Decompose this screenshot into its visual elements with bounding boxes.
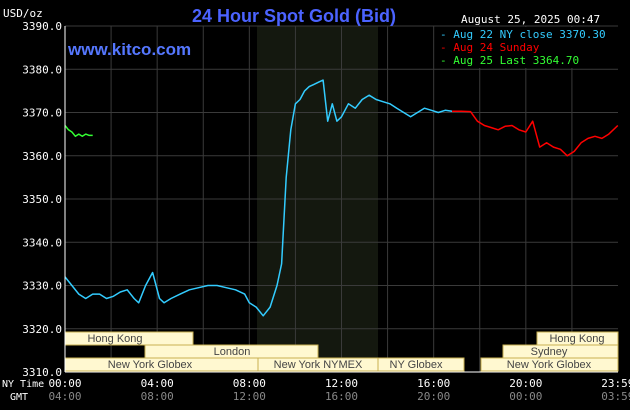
- session-ny-globex-mid: [377, 357, 465, 372]
- legend-item: - Aug 24 Sunday: [440, 41, 540, 54]
- y-tick-labels: 3390.0 3380.0 3370.0 3360.0 3350.0 3340.0 3330…: [22, 20, 62, 379]
- y-tick-label: 3340.0: [22, 236, 62, 249]
- x-tick-label-gmt: 04:00: [48, 390, 81, 403]
- legend: - Aug 22 NY close 3370.30- Aug 24 Sunday…: [440, 28, 606, 67]
- x-tick-label-ny: 20:00: [509, 377, 542, 390]
- unit-label: USD/oz: [3, 7, 43, 20]
- x-tick-label-gmt: 08:00: [141, 390, 174, 403]
- ny-time-label: NY Time: [2, 379, 44, 390]
- x-tick-label-gmt: 03:59: [601, 390, 630, 403]
- x-tick-label-gmt: 00:00: [509, 390, 542, 403]
- gridlines: [65, 25, 618, 372]
- x-tick-label-gmt: 20:00: [417, 390, 450, 403]
- y-tick-label: 3380.0: [22, 63, 62, 76]
- y-tick-label: 3370.0: [22, 107, 62, 120]
- session-ny-nymex-label: New York NYMEX: [274, 359, 363, 371]
- x-tick-label-gmt: 16:00: [325, 390, 358, 403]
- legend-item: - Aug 22 NY close 3370.30: [440, 28, 606, 41]
- x-tick-label-ny: 00:00: [48, 377, 81, 390]
- session-sydney-label: Sydney: [531, 346, 568, 358]
- x-tick-label-ny: 12:00: [325, 377, 358, 390]
- legend-box: [437, 27, 618, 68]
- y-tick-label: 3310.0: [22, 366, 62, 379]
- y-tick-label: 3350.0: [22, 193, 62, 206]
- session-hongkong-right-label: Hong Kong: [549, 333, 604, 345]
- chart-title: 24 Hour Spot Gold (Bid): [192, 6, 396, 26]
- session-ny-globex-right: [480, 357, 619, 372]
- series-lines: [64, 79, 619, 317]
- x-tick-label-gmt: 12:00: [233, 390, 266, 403]
- gmt-label: GMT: [10, 392, 28, 403]
- session-london-label: London: [214, 346, 251, 358]
- x-tick-label-ny: 08:00: [233, 377, 266, 390]
- y-tick-label: 3360.0: [22, 150, 62, 163]
- session-bars: Hong Kong London New York Globex New Yor…: [64, 331, 619, 372]
- session-ny-globex-left-label: New York Globex: [108, 359, 193, 371]
- website-link[interactable]: www.kitco.com: [67, 40, 191, 59]
- y-tick-label: 3390.0: [22, 20, 62, 33]
- y-tick-label: 3330.0: [22, 280, 62, 293]
- session-ny-globex-mid-label: NY Globex: [390, 359, 443, 371]
- series-line-1: [452, 110, 619, 157]
- x-tick-labels: 00:0004:0008:0012:0016:0020:0023:5904:00…: [48, 377, 630, 403]
- x-tick-label-ny: 04:00: [141, 377, 174, 390]
- series-line-2: [64, 125, 93, 138]
- series-line-0: [64, 79, 453, 317]
- x-tick-label-ny: 23:59: [601, 377, 630, 390]
- legend-item: - Aug 25 Last 3364.70: [440, 54, 579, 67]
- timestamp: August 25, 2025 00:47: [461, 13, 600, 26]
- session-ny-globex-right-label: New York Globex: [507, 359, 592, 371]
- x-tick-label-ny: 16:00: [417, 377, 450, 390]
- session-hongkong-left-label: Hong Kong: [87, 333, 142, 345]
- y-tick-label: 3320.0: [22, 323, 62, 336]
